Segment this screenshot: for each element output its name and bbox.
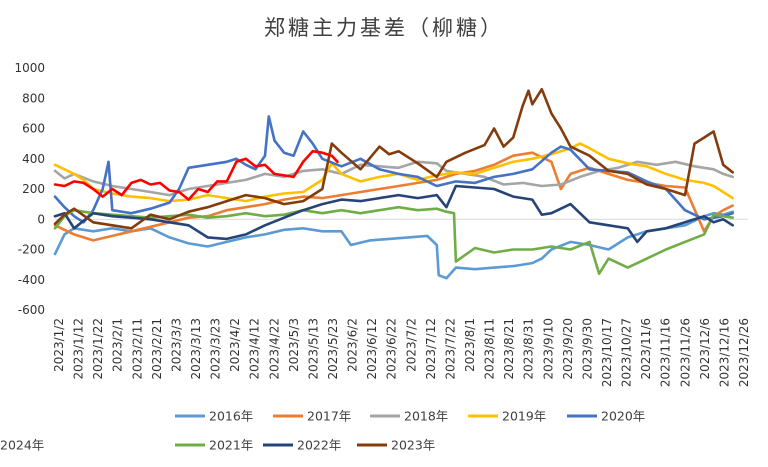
y-tick-label: -200: [18, 243, 45, 257]
x-tick-label: 2023/11/16: [659, 318, 673, 387]
series-line-2023: [53, 87, 734, 230]
legend-label: 2023年: [391, 438, 435, 453]
x-tick-label: 2023/6/2: [346, 318, 360, 372]
legend-label: 2019年: [502, 409, 546, 424]
legend-label: 2024年: [0, 438, 44, 453]
x-tick-label: 2023/8/31: [522, 318, 536, 380]
x-tick-label: 2023/5/13: [306, 318, 320, 380]
x-tick-label: 2023/2/11: [130, 318, 144, 380]
legend-label: 2020年: [601, 409, 645, 424]
y-tick-label: -600: [18, 303, 45, 317]
x-tick-label: 2023/5/23: [326, 318, 340, 380]
y-tick-label: 0: [37, 212, 45, 226]
y-tick-label: -400: [18, 273, 45, 287]
legend-label: 2022年: [297, 438, 341, 453]
y-tick-label: 400: [22, 152, 45, 166]
x-tick-label: 2023/9/20: [561, 318, 575, 380]
x-tick-label: 2023/7/12: [424, 318, 438, 380]
x-tick-label: 2023/2/1: [111, 318, 125, 372]
legend-label: 2021年: [209, 438, 253, 453]
x-tick-label: 2023/8/1: [463, 318, 477, 372]
x-tick-label: 2023/3/23: [209, 318, 223, 380]
series-line-2024: [53, 149, 339, 201]
series-line-2022: [53, 184, 734, 244]
x-tick-label: 2023/11/26: [678, 318, 692, 387]
x-tick-label: 2023/9/30: [580, 318, 594, 380]
x-tick-label: 2023/4/12: [248, 318, 262, 380]
x-tick-label: 2023/3/13: [189, 318, 203, 380]
y-tick-label: 200: [22, 182, 45, 196]
chart-title: 郑糖主力基差（柳糖）: [264, 16, 504, 40]
series-line-2021: [53, 205, 734, 275]
x-tick-label: 2023/12/6: [698, 318, 712, 380]
x-tick-label: 2023/2/21: [150, 318, 164, 380]
x-tick-label: 2023/3/3: [169, 318, 183, 372]
x-tick-label: 2023/4/22: [267, 318, 281, 380]
x-tick-label: 2023/4/2: [228, 318, 242, 372]
legend-label: 2018年: [404, 409, 448, 424]
x-tick-label: 2023/8/11: [483, 318, 497, 380]
x-tick-label: 2023/9/10: [541, 318, 555, 380]
x-tick-label: 2023/12/16: [717, 318, 731, 387]
x-tick-label: 2023/11/6: [639, 318, 653, 380]
x-tick-label: 2023/10/27: [620, 318, 634, 387]
x-tick-label: 2023/7/2: [404, 318, 418, 372]
x-tick-label: 2023/1/12: [72, 318, 86, 380]
x-tick-label: 2023/5/3: [287, 318, 301, 372]
series-line-2020: [53, 115, 734, 224]
x-tick-label: 2023/6/22: [385, 318, 399, 380]
x-tick-label: 2023/10/17: [600, 318, 614, 387]
y-tick-label: 600: [22, 122, 45, 136]
x-tick-label: 2023/1/2: [52, 318, 66, 372]
legend-label: 2016年: [209, 409, 253, 424]
x-tick-label: 2023/12/26: [737, 318, 751, 387]
series-line-2018: [53, 160, 734, 197]
legend-label: 2017年: [307, 409, 351, 424]
x-tick-label: 2023/6/12: [365, 318, 379, 380]
x-tick-label: 2023/7/22: [443, 318, 457, 380]
y-tick-label: 800: [22, 91, 45, 105]
series-line-2019: [53, 142, 734, 203]
y-tick-label: 1000: [14, 61, 45, 75]
x-tick-label: 2023/8/21: [502, 318, 516, 380]
x-tick-label: 2023/1/22: [91, 318, 105, 380]
series-line-2016: [53, 210, 734, 280]
